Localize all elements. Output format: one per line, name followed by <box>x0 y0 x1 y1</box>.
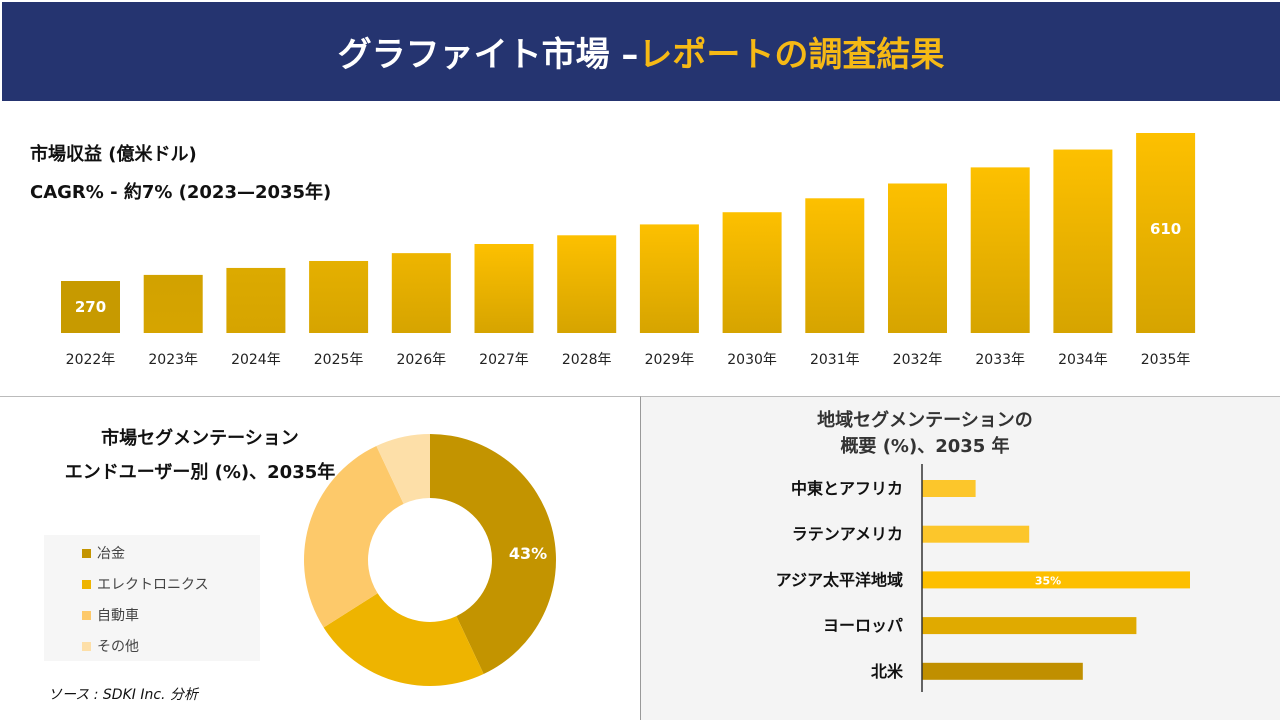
revenue-bar-2028年 <box>557 235 617 333</box>
revenue-bar-2022年 <box>61 281 120 333</box>
title-highlight: レポートの調査結果 <box>638 35 945 75</box>
title-main: グラファイト市場 – <box>337 35 639 75</box>
legend-item: 自動車 <box>82 605 139 625</box>
year-label: 2033年 <box>975 352 1025 368</box>
year-label: 2032年 <box>893 352 943 368</box>
data-label: 43% <box>509 544 547 563</box>
end-user-panel <box>0 396 640 720</box>
region-label: 北米 <box>871 662 904 681</box>
cagr-subtitle: CAGR% - 約7% (2023—2035年) <box>30 182 332 203</box>
revenue-bar-2031年 <box>805 198 865 333</box>
legend-swatch <box>82 579 91 589</box>
legend-label: 冶金 <box>97 546 125 562</box>
year-label: 2030年 <box>727 352 777 368</box>
year-label: 2029年 <box>645 352 695 368</box>
region-label: ラテンアメリカ <box>792 525 903 544</box>
legend-label: 自動車 <box>97 608 139 624</box>
revenue-bar-2035年 <box>1136 133 1196 333</box>
revenue-bar-chart: 2022年 270 2023年 2024年 2025年 2026年 2027年 2028年 20… <box>61 133 1196 368</box>
region-bar-ラテンアメリカ <box>922 525 1030 543</box>
year-label: 2024年 <box>231 352 281 368</box>
revenue-bar-2032年 <box>888 183 947 333</box>
region-bar-中東とアフリカ <box>922 480 976 497</box>
year-label: 2026年 <box>396 352 446 368</box>
year-label: 2027年 <box>479 352 529 368</box>
region-title-1: 地域セグメンテーションの <box>817 410 1033 431</box>
pie-legend: 冶金エレクトロニクス 自動車その他 <box>44 535 260 661</box>
year-label: 2034年 <box>1058 352 1108 368</box>
end-user-donut-chart: 43% <box>304 434 556 686</box>
year-label: 2022年 <box>66 352 116 368</box>
year-label: 2023年 <box>148 352 198 368</box>
pie-title-1: 市場セグメンテーション <box>101 428 299 449</box>
revenue-bar-2024年 <box>226 267 286 333</box>
region-bar-北米 <box>922 662 1083 680</box>
year-label: 2025年 <box>314 352 364 368</box>
legend-label: その他 <box>97 639 139 655</box>
legend-label: エレクトロニクス <box>97 577 209 593</box>
header-banner: グラファイト市場 – レポートの調査結果 <box>2 2 1280 101</box>
legend-item: その他 <box>82 636 139 656</box>
data-label: 270 <box>75 298 106 316</box>
revenue-bar-2029年 <box>639 224 699 333</box>
revenue-bar-2023年 <box>143 274 203 333</box>
data-label: 35% <box>1035 574 1061 587</box>
legend-item: 冶金 <box>82 543 125 563</box>
donut-slice-エレクトロニクス <box>323 593 484 686</box>
region-label: アジア太平洋地域 <box>776 570 903 589</box>
region-label: 中東とアフリカ <box>791 479 903 498</box>
revenue-title: 市場収益 (億米ドル) <box>30 144 197 165</box>
data-label: 610 <box>1150 220 1181 238</box>
region-title-2: 概要 (%)、2035 年 <box>840 436 1010 457</box>
legend-item: エレクトロニクス <box>82 574 209 594</box>
donut-slice-その他 <box>376 434 430 504</box>
source-note: ソース : SDKI Inc. 分析 <box>48 687 198 703</box>
year-label: 2031年 <box>810 352 860 368</box>
revenue-bar-2034年 <box>1053 149 1113 333</box>
region-label: ヨーロッパ <box>823 616 903 635</box>
revenue-bar-2025年 <box>309 260 369 333</box>
revenue-bar-2026年 <box>391 253 451 333</box>
year-label: 2035年 <box>1141 352 1191 368</box>
legend-swatch <box>82 548 91 558</box>
legend-swatch <box>82 610 91 620</box>
region-bar-ヨーロッパ <box>922 617 1137 635</box>
region-bar-アジア太平洋地域 <box>922 571 1190 589</box>
year-label: 2028年 <box>562 352 612 368</box>
pie-title-2: エンドユーザー別 (%)、2035年 <box>64 462 336 483</box>
donut-slice-自動車 <box>304 445 404 628</box>
revenue-bar-2030年 <box>722 212 782 333</box>
donut-slice-冶金 <box>430 434 556 675</box>
revenue-bar-2033年 <box>970 167 1030 333</box>
legend-swatch <box>82 641 91 651</box>
revenue-bar-2027年 <box>474 244 534 333</box>
